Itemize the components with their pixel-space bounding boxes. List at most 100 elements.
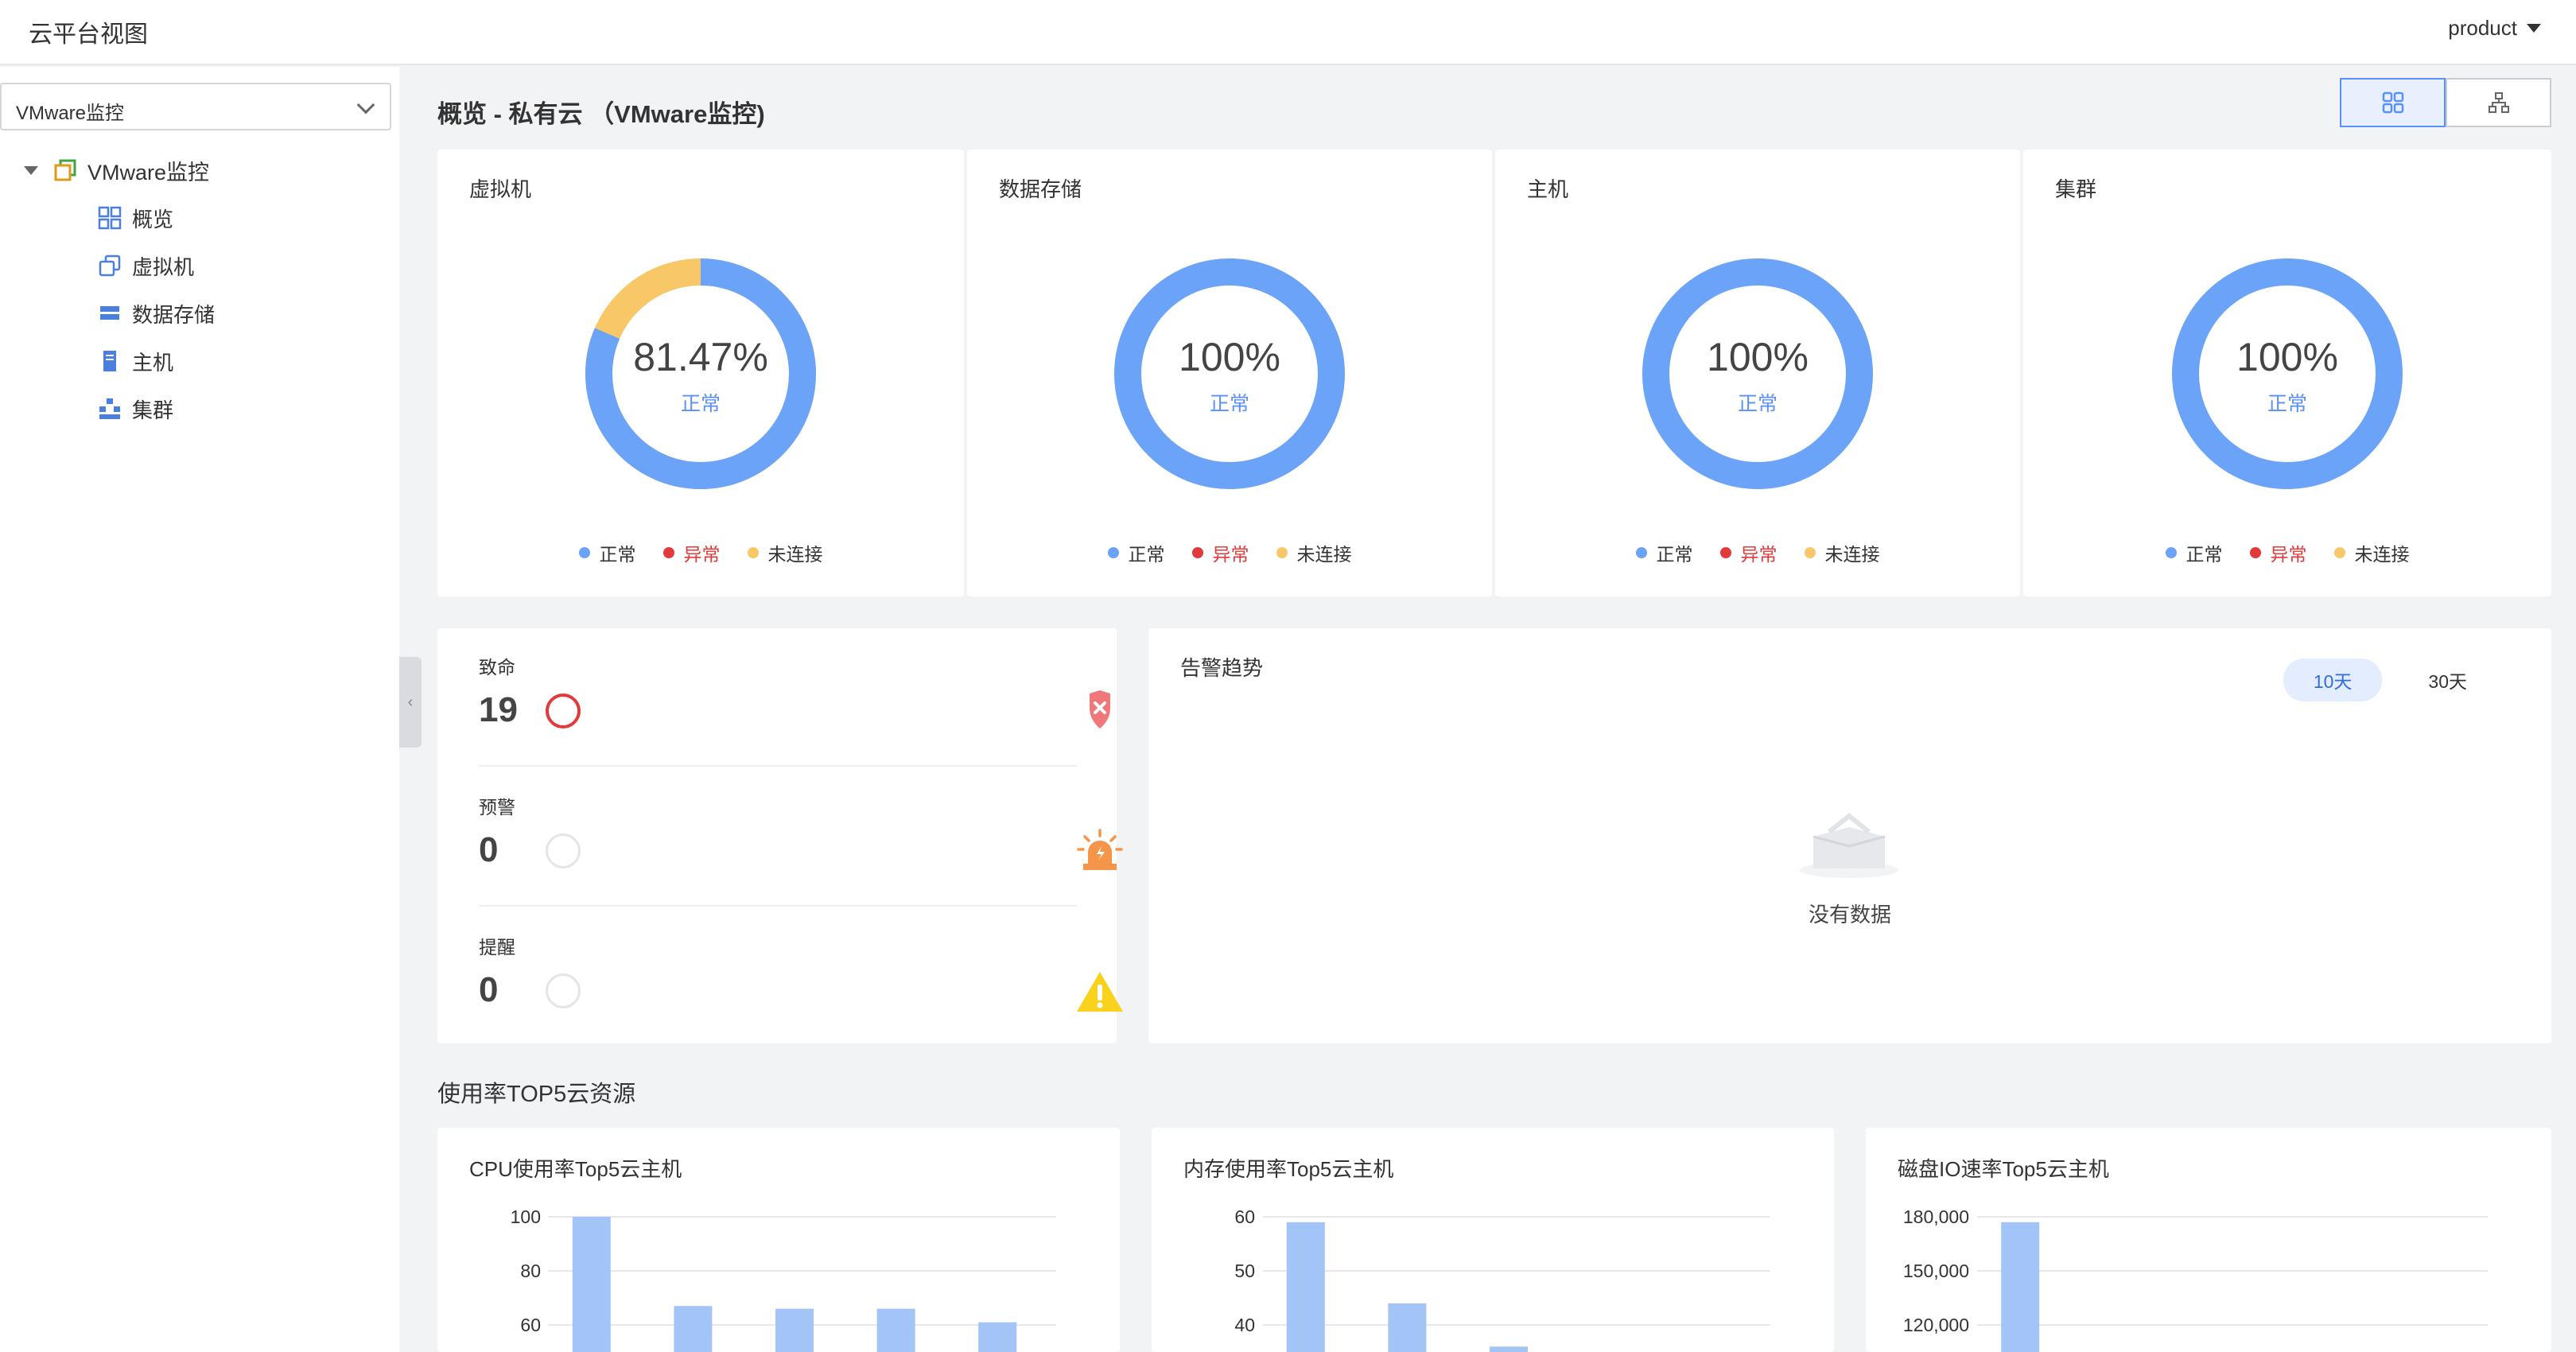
donut-percent: 81.47% bbox=[633, 335, 768, 379]
disk-io-bar-chart: 180,000 150,000 120,000 bbox=[1903, 1206, 2488, 1352]
monitor-select-value: VMware监控 bbox=[16, 103, 125, 124]
cpu-top5-card: CPU使用率Top5云主机 100 80 60 bbox=[437, 1128, 1120, 1352]
storage-icon bbox=[97, 301, 122, 326]
page-title: 概览 - 私有云 （VMware监控) bbox=[437, 100, 765, 128]
status-card[interactable]: 主机 100% 正常 正常 异常 未连接 bbox=[1495, 150, 2020, 596]
legend-label: 正常 bbox=[2186, 544, 2223, 565]
chart-title: 磁盘IO速率Top5云主机 bbox=[1898, 1157, 2109, 1181]
bar bbox=[572, 1217, 611, 1352]
divider bbox=[479, 905, 1077, 907]
y-tick-label: 50 bbox=[1234, 1261, 1255, 1281]
legend-item-abnormal[interactable]: 异常 bbox=[1191, 539, 1249, 566]
bar bbox=[1286, 1222, 1325, 1352]
legend-label: 未连接 bbox=[2354, 544, 2410, 565]
alert-ring-icon bbox=[546, 833, 581, 868]
status-card-title: 集群 bbox=[2055, 177, 2097, 201]
legend-item-normal[interactable]: 正常 bbox=[578, 539, 636, 566]
sidebar-item-label: 集群 bbox=[132, 398, 174, 422]
status-card[interactable]: 虚拟机 81.47% 正常 正常 异常 未连接 bbox=[437, 150, 964, 596]
alert-row-warning[interactable]: 预警 0 bbox=[479, 768, 1123, 908]
legend-label: 未连接 bbox=[1296, 544, 1352, 565]
donut-legend: 正常 异常 未连接 bbox=[1495, 539, 2020, 566]
legend-dot-icon bbox=[662, 547, 674, 558]
legend-label: 未连接 bbox=[767, 544, 823, 565]
legend-label: 异常 bbox=[1212, 544, 1249, 565]
legend-label: 异常 bbox=[683, 544, 721, 565]
empty-box-icon bbox=[1800, 813, 1898, 878]
legend-dot-icon bbox=[747, 547, 759, 558]
range-30-days-button[interactable]: 30天 bbox=[2428, 671, 2467, 692]
app-title: 云平台视图 bbox=[29, 21, 148, 48]
donut-status: 正常 bbox=[2267, 393, 2307, 415]
alert-ring-icon bbox=[546, 693, 581, 728]
disk-io-top5-card: 磁盘IO速率Top5云主机 180,000 150,000 120,000 bbox=[1866, 1128, 2551, 1352]
trend-range-switch: 10天 30天 bbox=[2283, 659, 2497, 701]
y-tick-label: 40 bbox=[1234, 1315, 1255, 1335]
alert-count: 0 bbox=[479, 970, 499, 1009]
bar bbox=[876, 1308, 915, 1352]
sidebar-item-vm[interactable]: 虚拟机 bbox=[0, 242, 398, 289]
status-card[interactable]: 数据存储 100% 正常 正常 异常 未连接 bbox=[967, 150, 1492, 596]
chart-title: CPU使用率Top5云主机 bbox=[469, 1157, 682, 1181]
legend-dot-icon bbox=[1276, 547, 1288, 558]
sidebar-item-host[interactable]: 主机 bbox=[0, 337, 398, 385]
trend-title: 告警趋势 bbox=[1180, 656, 1264, 680]
no-data-text: 没有数据 bbox=[1808, 903, 1891, 927]
grid-view-button[interactable] bbox=[2340, 78, 2446, 127]
shield-x-icon bbox=[1090, 690, 1110, 728]
donut-percent: 100% bbox=[1179, 335, 1280, 379]
legend-item-abnormal[interactable]: 异常 bbox=[1719, 539, 1778, 566]
user-name[interactable]: product bbox=[2448, 16, 2517, 40]
host-icon bbox=[97, 348, 122, 374]
range-10-days-button[interactable]: 10天 bbox=[2283, 659, 2383, 701]
alert-trend-card: 告警趋势 10天 30天 没有数据 bbox=[1148, 628, 2551, 1043]
status-card[interactable]: 集群 100% 正常 正常 异常 未连接 bbox=[2023, 150, 2551, 596]
legend-item-disconnected[interactable]: 未连接 bbox=[747, 539, 823, 566]
legend-item-normal[interactable]: 正常 bbox=[1107, 539, 1165, 566]
legend-item-abnormal[interactable]: 异常 bbox=[2249, 539, 2307, 566]
topology-view-button[interactable] bbox=[2446, 78, 2551, 127]
legend-dot-icon bbox=[1804, 547, 1816, 558]
y-tick-label: 60 bbox=[1234, 1206, 1255, 1227]
overview-icon bbox=[97, 205, 122, 231]
user-menu[interactable]: product bbox=[2448, 16, 2541, 41]
caret-down-icon[interactable] bbox=[2527, 24, 2541, 33]
legend-item-disconnected[interactable]: 未连接 bbox=[1804, 539, 1880, 566]
vmware-icon bbox=[52, 157, 78, 183]
monitor-select[interactable]: VMware监控 bbox=[0, 83, 391, 130]
donut-legend: 正常 异常 未连接 bbox=[437, 539, 964, 566]
alert-row-fatal[interactable]: 致命 19 bbox=[479, 628, 1110, 768]
donut-legend: 正常 异常 未连接 bbox=[967, 539, 1492, 566]
legend-item-abnormal[interactable]: 异常 bbox=[662, 539, 721, 566]
y-tick-label: 180,000 bbox=[1903, 1206, 1969, 1227]
bar bbox=[674, 1306, 713, 1352]
bar bbox=[2001, 1222, 2040, 1352]
sidebar-item-label: 主机 bbox=[132, 350, 174, 375]
legend-item-normal[interactable]: 正常 bbox=[2165, 539, 2223, 566]
tree-root-vmware[interactable]: VMware监控 bbox=[0, 146, 398, 194]
sidebar-item-overview[interactable]: 概览 bbox=[0, 194, 398, 242]
alert-label: 提醒 bbox=[479, 937, 515, 958]
legend-item-normal[interactable]: 正常 bbox=[1635, 539, 1693, 566]
chevron-down-icon[interactable] bbox=[356, 95, 375, 115]
alert-count: 0 bbox=[479, 830, 499, 869]
alert-row-reminder[interactable]: 提醒 0 bbox=[479, 908, 1123, 1048]
donut-chart bbox=[1114, 258, 1345, 489]
bar bbox=[1490, 1346, 1528, 1352]
status-card-title: 数据存储 bbox=[999, 177, 1082, 201]
sidebar-item-label: 概览 bbox=[132, 207, 174, 231]
legend-item-disconnected[interactable]: 未连接 bbox=[2333, 539, 2410, 566]
legend-item-disconnected[interactable]: 未连接 bbox=[1276, 539, 1352, 566]
donut-status: 正常 bbox=[1737, 393, 1778, 415]
sidebar-item-cluster[interactable]: 集群 bbox=[0, 385, 398, 433]
legend-dot-icon bbox=[2333, 547, 2345, 558]
legend-dot-icon bbox=[1719, 547, 1731, 558]
tree-expand-icon[interactable] bbox=[24, 165, 38, 175]
sidebar-item-storage[interactable]: 数据存储 bbox=[0, 289, 398, 337]
memory-bar-chart: 60 50 40 bbox=[1234, 1206, 1770, 1352]
sidebar-collapse-button[interactable]: ‹ bbox=[399, 657, 422, 748]
sidebar: VMware监控 VMware监控 概览 虚拟机 数据存储 bbox=[0, 67, 399, 1352]
status-card-title: 虚拟机 bbox=[469, 177, 532, 201]
bar bbox=[775, 1308, 814, 1352]
legend-dot-icon bbox=[1107, 547, 1119, 558]
